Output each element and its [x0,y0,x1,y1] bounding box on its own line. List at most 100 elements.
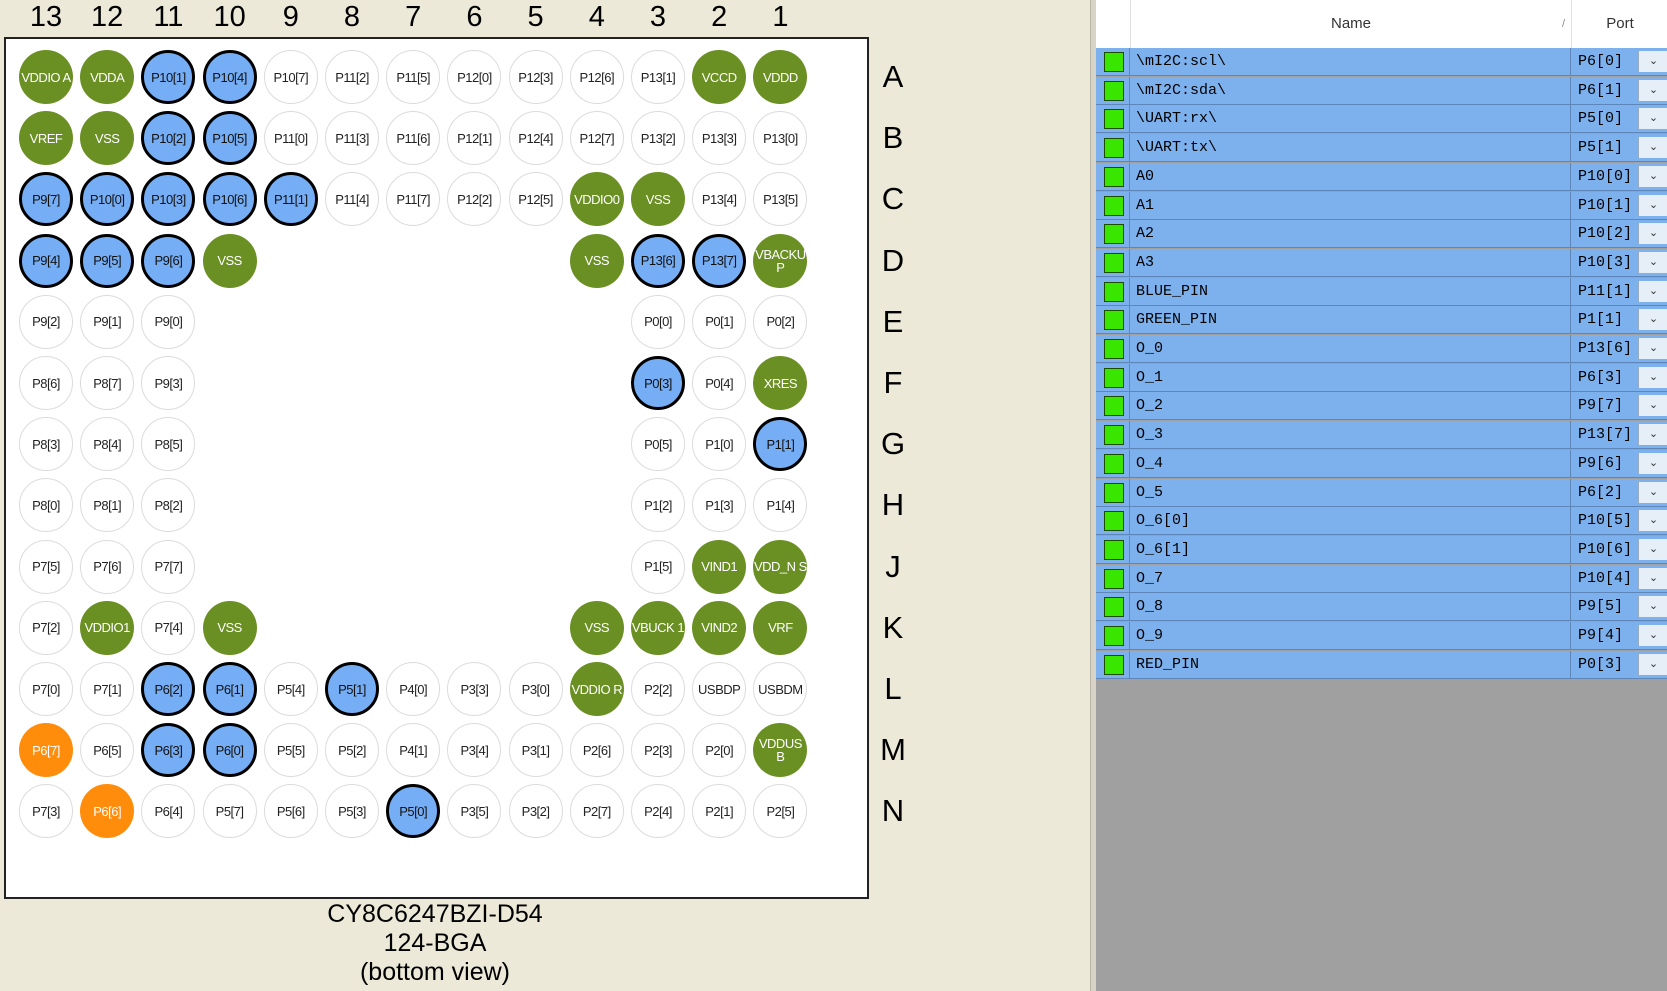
signal-name[interactable]: GREEN_PIN [1136,311,1218,329]
pin-free[interactable]: P3[3] [447,662,502,716]
pin-free[interactable]: P7[1] [80,662,135,716]
row-checkbox[interactable] [1104,224,1124,245]
pin-free[interactable]: P12[1] [447,111,502,166]
pin-orange[interactable]: P6[7] [19,723,73,778]
pin-free[interactable]: P12[5] [508,172,563,227]
row-checkbox[interactable] [1104,80,1124,101]
pin-free[interactable]: P11[7] [386,172,441,227]
row-checkbox[interactable] [1104,539,1124,560]
pin-free[interactable]: P8[7] [80,356,135,410]
table-row[interactable]: O_9 P9[4] ⌄ [1096,622,1667,650]
signal-name[interactable]: O_7 [1136,569,1164,587]
port-value[interactable]: P10[5] [1578,512,1633,530]
signal-name[interactable]: O_5 [1136,483,1164,501]
chevron-down-icon[interactable]: ⌄ [1638,137,1667,159]
chevron-down-icon[interactable]: ⌄ [1638,510,1667,532]
pin-used[interactable]: P10[0] [80,172,135,227]
signal-name[interactable]: O_3 [1136,426,1164,444]
pin-free[interactable]: P0[4] [692,356,747,410]
chevron-down-icon[interactable]: ⌄ [1638,338,1667,359]
header-port[interactable]: Port [1571,0,1667,48]
pin-used[interactable]: P10[1] [141,50,196,104]
signal-name[interactable]: O_4 [1136,454,1164,472]
pin-free[interactable]: P6[4] [141,784,196,839]
port-value[interactable]: P10[1] [1578,196,1633,214]
chevron-down-icon[interactable]: ⌄ [1638,538,1667,560]
row-checkbox[interactable] [1104,367,1124,388]
pin-free[interactable]: P2[1] [692,784,747,839]
port-value[interactable]: P6[0] [1578,53,1624,70]
pin-free[interactable]: P3[0] [508,662,563,716]
row-checkbox[interactable] [1104,425,1124,446]
pin-free[interactable]: P7[6] [80,539,135,594]
pin-free[interactable]: P9[1] [80,294,135,349]
signal-name[interactable]: O_2 [1136,397,1164,415]
chevron-down-icon[interactable]: ⌄ [1638,596,1667,618]
signal-name[interactable]: A2 [1136,225,1155,243]
pin-power[interactable]: VDDIO0 [569,172,624,227]
pin-power[interactable]: VBACKU P [753,233,808,288]
pin-free[interactable]: P9[2] [19,294,73,349]
pin-free[interactable]: P1[0] [692,417,747,472]
pin-power[interactable]: VDDA [80,50,135,104]
pin-free[interactable]: P13[2] [631,111,685,166]
pin-free[interactable]: P13[3] [692,111,747,166]
pin-free[interactable]: P8[1] [80,478,135,533]
pin-free[interactable]: P2[2] [631,662,685,716]
table-row[interactable]: O_6[0] P10[5] ⌄ [1096,507,1667,536]
pin-free[interactable]: P12[6] [569,50,624,104]
pin-free[interactable]: P1[5] [631,539,685,594]
pin-free[interactable]: P11[5] [386,50,441,104]
chevron-down-icon[interactable]: ⌄ [1638,625,1667,646]
pin-free[interactable]: P7[7] [141,539,196,594]
header-checkbox-column[interactable] [1096,0,1129,48]
table-row[interactable]: GREEN_PIN P1[1] ⌄ [1096,306,1667,335]
chevron-down-icon[interactable]: ⌄ [1638,194,1667,216]
row-checkbox[interactable] [1104,166,1124,187]
port-value[interactable]: P10[4] [1578,569,1633,587]
pin-used[interactable]: P5[0] [386,784,441,839]
pin-orange[interactable]: P6[6] [80,784,135,839]
signal-name[interactable]: \UART:tx\ [1136,139,1218,157]
pin-free[interactable]: P0[0] [631,294,685,349]
pin-used[interactable]: P6[1] [202,662,257,716]
port-value[interactable]: P10[3] [1578,253,1633,271]
pin-free[interactable]: P2[4] [631,784,685,839]
pin-free[interactable]: P12[3] [508,50,563,104]
pin-power[interactable]: VSS [569,233,624,288]
chevron-down-icon[interactable]: ⌄ [1638,395,1667,417]
pin-free[interactable]: P4[0] [386,662,441,716]
port-value[interactable]: P6[2] [1578,483,1624,501]
pin-free[interactable]: P8[0] [19,478,73,533]
pin-free[interactable]: P5[5] [263,723,318,778]
signal-name[interactable]: O_6[1] [1136,540,1191,558]
pin-used[interactable]: P10[2] [141,111,196,166]
table-row[interactable]: RED_PIN P0[3] ⌄ [1096,650,1667,679]
pin-free[interactable]: P7[5] [19,539,73,594]
port-value[interactable]: P9[4] [1578,627,1624,644]
table-row[interactable]: \mI2C:scl\ P6[0] ⌄ [1096,48,1667,76]
pin-power[interactable]: VDD_N S [753,539,808,594]
pin-free[interactable]: P1[2] [631,478,685,533]
pin-free[interactable]: P13[5] [753,172,808,227]
pin-free[interactable]: P5[3] [325,784,379,839]
chevron-down-icon[interactable]: ⌄ [1638,309,1667,331]
pin-free[interactable]: P7[0] [19,662,73,716]
pin-power[interactable]: VSS [202,600,257,655]
table-row[interactable]: \UART:rx\ P5[0] ⌄ [1096,105,1667,134]
table-row[interactable]: \UART:tx\ P5[1] ⌄ [1096,134,1667,163]
pin-free[interactable]: P7[4] [141,600,196,655]
table-row[interactable]: \mI2C:sda\ P6[1] ⌄ [1096,76,1667,105]
pin-power[interactable]: VDDIO1 [80,600,135,655]
pin-power[interactable]: VDDIO R [569,662,624,716]
pin-free[interactable]: P11[2] [325,50,379,104]
row-checkbox[interactable] [1104,511,1124,532]
row-checkbox[interactable] [1104,568,1124,589]
pin-free[interactable]: P0[5] [631,417,685,472]
chevron-down-icon[interactable]: ⌄ [1638,251,1667,273]
pin-used[interactable]: P10[5] [202,111,257,166]
pin-free[interactable]: P7[3] [19,784,73,839]
table-row[interactable]: O_3 P13[7] ⌄ [1096,421,1667,450]
port-value[interactable]: P11[1] [1578,282,1633,300]
pin-free[interactable]: P11[3] [325,111,379,166]
